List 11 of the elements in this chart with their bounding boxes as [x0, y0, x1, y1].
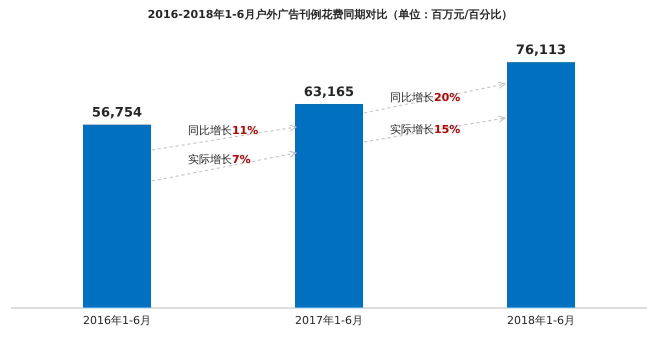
chart-title: 2016-2018年1-6月户外广告刊例花费同期对比（单位：百万元/百分比） — [146, 7, 514, 22]
annotation: 实际增长15% — [390, 123, 460, 136]
x-tick-label: 2016年1-6月 — [83, 314, 151, 327]
annotation: 同比增长11% — [188, 124, 258, 137]
x-tick-label: 2017年1-6月 — [295, 314, 363, 327]
data-label: 63,165 — [304, 84, 354, 100]
x-tick-label: 2018年1-6月 — [507, 314, 575, 327]
data-label: 56,754 — [92, 106, 142, 121]
data-label: 76,113 — [516, 43, 566, 58]
annotation: 同比增长20% — [390, 91, 460, 104]
annotation: 实际增长7% — [188, 153, 251, 166]
